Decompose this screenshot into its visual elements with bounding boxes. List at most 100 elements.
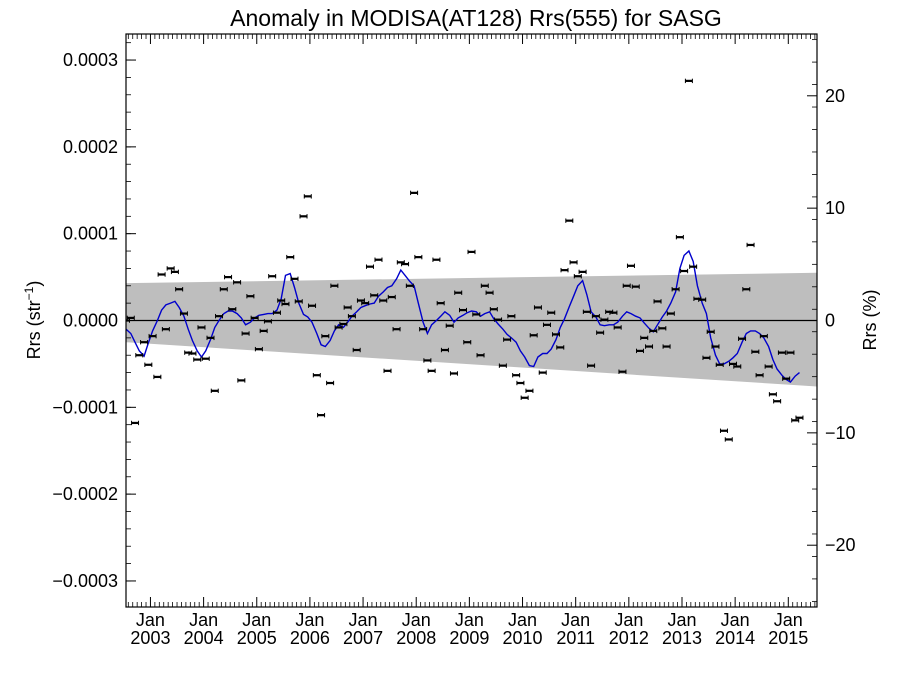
data-point <box>281 301 290 307</box>
data-point <box>631 284 640 289</box>
data-point <box>294 299 303 304</box>
x-tick-label-year: 2010 <box>503 628 543 648</box>
x-tick-label-month: Jan <box>242 610 271 630</box>
data-point <box>334 325 343 330</box>
x-tick-label-year: 2005 <box>237 628 277 648</box>
data-point <box>742 287 751 292</box>
y-tick-label-left: 0.0002 <box>63 137 118 157</box>
data-point <box>751 349 760 354</box>
x-tick-label-month: Jan <box>721 610 750 630</box>
data-point <box>361 300 370 306</box>
data-point <box>374 257 383 262</box>
data-point <box>175 287 184 292</box>
data-point <box>552 332 561 337</box>
data-point <box>702 355 711 361</box>
data-point <box>414 254 423 260</box>
data-point <box>729 361 738 367</box>
data-point <box>476 353 485 358</box>
data-point <box>795 415 804 420</box>
data-point <box>219 287 228 292</box>
data-point <box>649 328 658 334</box>
data-point <box>201 356 210 361</box>
data-point <box>458 307 467 313</box>
data-point <box>454 290 463 295</box>
data-point <box>719 428 728 433</box>
data-point <box>791 418 800 423</box>
x-tick-label-month: Jan <box>402 610 431 630</box>
data-point <box>193 357 202 362</box>
data-point <box>241 331 250 336</box>
data-point <box>635 348 644 354</box>
y-tick-label-right: 10 <box>825 198 845 218</box>
data-point <box>326 380 335 386</box>
data-point <box>533 305 542 310</box>
data-point <box>339 321 348 327</box>
data-point <box>170 269 179 275</box>
y-tick-label-left: −0.0001 <box>52 397 118 417</box>
data-point <box>383 368 392 374</box>
data-point <box>254 346 263 352</box>
data-point <box>578 269 587 275</box>
x-tick-label-year: 2012 <box>609 628 649 648</box>
data-point <box>290 276 299 282</box>
data-point <box>485 290 494 295</box>
uncertainty-band <box>126 272 817 387</box>
data-point <box>773 399 782 404</box>
chart-title: Anomaly in MODISA(AT128) Rrs(555) for SA… <box>230 5 722 31</box>
data-point <box>516 380 525 386</box>
data-point <box>658 326 667 331</box>
data-point <box>166 266 175 271</box>
data-point <box>370 293 379 298</box>
data-point <box>503 337 512 342</box>
smoothed-anomaly-line <box>126 249 800 384</box>
y-tick-label-left: 0.0003 <box>63 50 118 70</box>
y-tick-label-left: 0.0000 <box>63 311 118 331</box>
data-point <box>259 328 268 334</box>
x-tick-label-year: 2007 <box>343 628 383 648</box>
x-tick-label-year: 2009 <box>449 628 489 648</box>
data-point <box>179 311 188 316</box>
y-axis-label-left-close: ) <box>24 281 44 287</box>
x-tick-label-year: 2015 <box>768 628 808 648</box>
data-point <box>224 274 233 280</box>
x-tick-label-month: Jan <box>508 610 537 630</box>
data-point <box>542 322 551 328</box>
data-point <box>556 345 565 350</box>
data-point <box>512 372 521 378</box>
data-point <box>520 395 529 400</box>
data-point <box>317 412 326 418</box>
x-tick-label-month: Jan <box>455 610 484 630</box>
data-point <box>582 309 591 315</box>
data-point <box>135 353 144 358</box>
x-tick-label-year: 2003 <box>130 628 170 648</box>
data-point <box>689 264 698 269</box>
y-tick-label-left: −0.0002 <box>52 484 118 504</box>
data-point <box>188 351 197 356</box>
x-tick-label-year: 2014 <box>715 628 755 648</box>
data-point <box>303 194 312 199</box>
data-point <box>286 254 295 260</box>
data-point <box>724 437 733 442</box>
data-point <box>250 315 259 321</box>
data-point <box>626 263 635 269</box>
data-point <box>755 372 764 378</box>
x-tick-label-month: Jan <box>189 610 218 630</box>
data-point <box>768 392 777 397</box>
data-point <box>653 299 662 304</box>
data-point <box>272 310 281 315</box>
data-point <box>538 370 547 375</box>
x-tick-label-month: Jan <box>295 610 324 630</box>
data-point <box>387 294 396 300</box>
data-point <box>640 335 649 341</box>
x-tick-label-month: Jan <box>614 610 643 630</box>
data-point <box>507 313 516 319</box>
data-point <box>671 287 680 292</box>
data-point <box>299 214 308 219</box>
y-axis-label-left: Rrs (str−1) <box>22 281 44 360</box>
y-tick-label-right: −20 <box>825 535 856 555</box>
data-point <box>308 303 317 308</box>
y-axis-label-right: Rrs (%) <box>860 290 880 351</box>
data-point <box>144 362 153 367</box>
data-point <box>609 310 618 315</box>
data-point <box>467 249 476 255</box>
